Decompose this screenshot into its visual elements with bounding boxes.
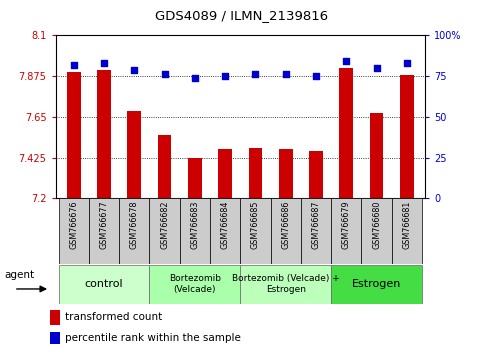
Text: GSM766681: GSM766681 [402,200,412,249]
Bar [301,198,331,264]
Bar [58,198,89,264]
Point [282,72,290,77]
Point [221,73,229,79]
Point [403,60,411,66]
Bar [218,149,232,198]
Bar [361,198,392,264]
Text: GSM766679: GSM766679 [342,200,351,249]
Point [161,72,169,77]
Bar [119,198,149,264]
Bar [241,198,270,264]
Bar [158,135,171,198]
Text: agent: agent [4,270,35,280]
Point [252,72,259,77]
Text: GDS4089 / ILMN_2139816: GDS4089 / ILMN_2139816 [155,9,328,22]
Bar [180,198,210,264]
Text: GSM766680: GSM766680 [372,200,381,249]
Bar [270,198,301,264]
Text: control: control [85,279,123,289]
Point [191,75,199,81]
Text: GSM766683: GSM766683 [190,200,199,249]
Text: GSM766684: GSM766684 [221,200,229,249]
Bar [400,75,413,198]
Text: transformed count: transformed count [65,312,162,322]
Point [100,60,108,66]
Point [70,62,78,68]
Text: GSM766686: GSM766686 [281,200,290,249]
Bar [149,198,180,264]
Text: Bortezomib (Velcade) +
Estrogen: Bortezomib (Velcade) + Estrogen [232,274,340,294]
Bar [149,264,241,304]
Text: Estrogen: Estrogen [352,279,401,289]
Point [373,65,381,71]
Text: GSM766678: GSM766678 [130,200,139,249]
Bar [241,264,331,304]
Text: percentile rank within the sample: percentile rank within the sample [65,332,241,343]
Bar [279,149,293,198]
Bar [128,112,141,198]
Point [130,67,138,73]
Bar [58,264,149,304]
Text: GSM766677: GSM766677 [99,200,109,249]
Text: GSM766682: GSM766682 [160,200,169,249]
Bar [392,198,422,264]
Point [312,73,320,79]
Bar [188,159,202,198]
Bar [50,332,60,343]
Text: Bortezomib
(Velcade): Bortezomib (Velcade) [169,274,221,294]
Bar [249,148,262,198]
Bar [340,68,353,198]
Bar [50,310,60,325]
Bar [89,198,119,264]
Text: GSM766676: GSM766676 [69,200,78,249]
Bar [331,264,422,304]
Bar [210,198,241,264]
Bar [331,198,361,264]
Bar [67,72,81,198]
Point [342,59,350,64]
Bar [370,113,384,198]
Text: GSM766687: GSM766687 [312,200,321,249]
Bar [309,151,323,198]
Text: GSM766685: GSM766685 [251,200,260,249]
Bar [97,70,111,198]
